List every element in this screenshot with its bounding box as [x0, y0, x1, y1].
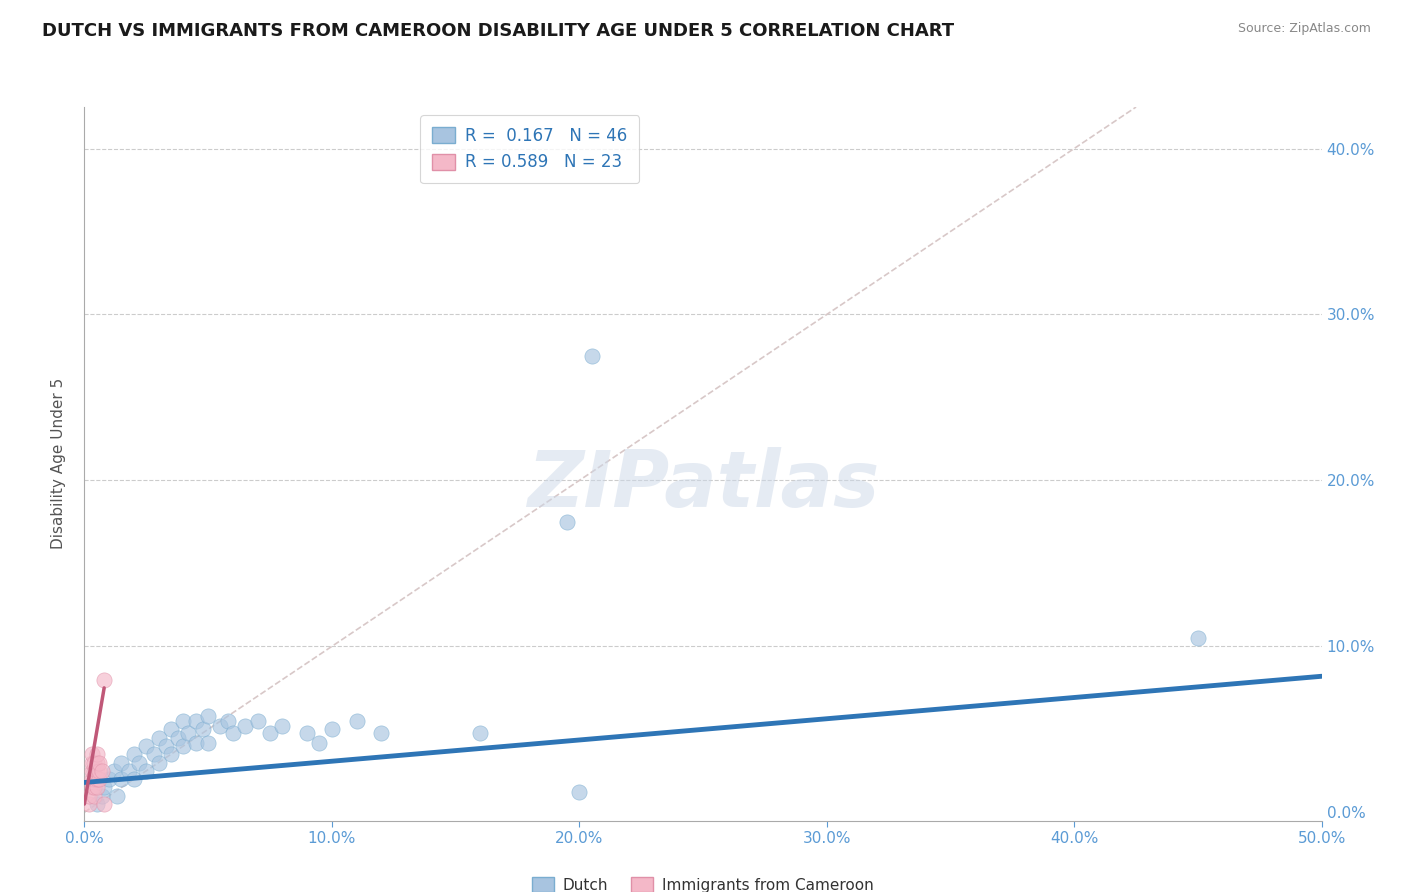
- Point: [122, 747, 145, 762]
- Point: [93, 797, 115, 811]
- Point: [83, 764, 105, 778]
- Point: [89, 764, 111, 778]
- Y-axis label: Disability Age Under 5: Disability Age Under 5: [51, 378, 66, 549]
- Point: [80, 764, 103, 778]
- Point: [172, 739, 194, 753]
- Point: [184, 736, 207, 750]
- Point: [155, 739, 177, 753]
- Point: [93, 673, 115, 687]
- Point: [86, 756, 108, 770]
- Point: [93, 780, 115, 795]
- Point: [98, 772, 121, 786]
- Point: [222, 725, 245, 739]
- Point: [89, 756, 111, 770]
- Point: [148, 731, 170, 745]
- Point: [581, 349, 603, 363]
- Point: [142, 747, 165, 762]
- Point: [86, 780, 108, 795]
- Point: [103, 764, 125, 778]
- Point: [122, 772, 145, 786]
- Point: [135, 764, 157, 778]
- Point: [160, 747, 183, 762]
- Point: [83, 772, 105, 786]
- Point: [191, 723, 214, 737]
- Point: [217, 714, 239, 728]
- Point: [370, 725, 392, 739]
- Point: [118, 764, 141, 778]
- Point: [470, 725, 492, 739]
- Point: [259, 725, 281, 739]
- Point: [167, 731, 190, 745]
- Point: [246, 714, 269, 728]
- Point: [83, 756, 105, 770]
- Point: [80, 747, 103, 762]
- Legend: Dutch, Immigrants from Cameroon: Dutch, Immigrants from Cameroon: [526, 871, 880, 892]
- Point: [321, 723, 343, 737]
- Text: DUTCH VS IMMIGRANTS FROM CAMEROON DISABILITY AGE UNDER 5 CORRELATION CHART: DUTCH VS IMMIGRANTS FROM CAMEROON DISABI…: [42, 22, 955, 40]
- Point: [80, 772, 103, 786]
- Point: [184, 714, 207, 728]
- Point: [80, 780, 103, 795]
- Point: [1187, 631, 1209, 645]
- Point: [79, 789, 101, 803]
- Point: [86, 764, 108, 778]
- Point: [86, 772, 108, 786]
- Point: [83, 780, 105, 795]
- Point: [110, 772, 132, 786]
- Point: [128, 756, 150, 770]
- Point: [89, 772, 111, 786]
- Text: Source: ZipAtlas.com: Source: ZipAtlas.com: [1237, 22, 1371, 36]
- Text: ZIPatlas: ZIPatlas: [527, 447, 879, 524]
- Point: [160, 723, 183, 737]
- Point: [86, 797, 108, 811]
- Point: [295, 725, 318, 739]
- Point: [83, 789, 105, 803]
- Point: [90, 764, 112, 778]
- Point: [346, 714, 368, 728]
- Point: [555, 515, 578, 529]
- Point: [209, 719, 232, 733]
- Point: [90, 789, 112, 803]
- Point: [568, 785, 591, 799]
- Point: [233, 719, 256, 733]
- Point: [197, 709, 219, 723]
- Point: [197, 736, 219, 750]
- Point: [79, 797, 101, 811]
- Point: [80, 756, 103, 770]
- Point: [105, 789, 128, 803]
- Point: [177, 725, 200, 739]
- Point: [148, 756, 170, 770]
- Point: [110, 756, 132, 770]
- Point: [86, 747, 108, 762]
- Point: [271, 719, 294, 733]
- Point: [172, 714, 194, 728]
- Point: [135, 739, 157, 753]
- Point: [308, 736, 330, 750]
